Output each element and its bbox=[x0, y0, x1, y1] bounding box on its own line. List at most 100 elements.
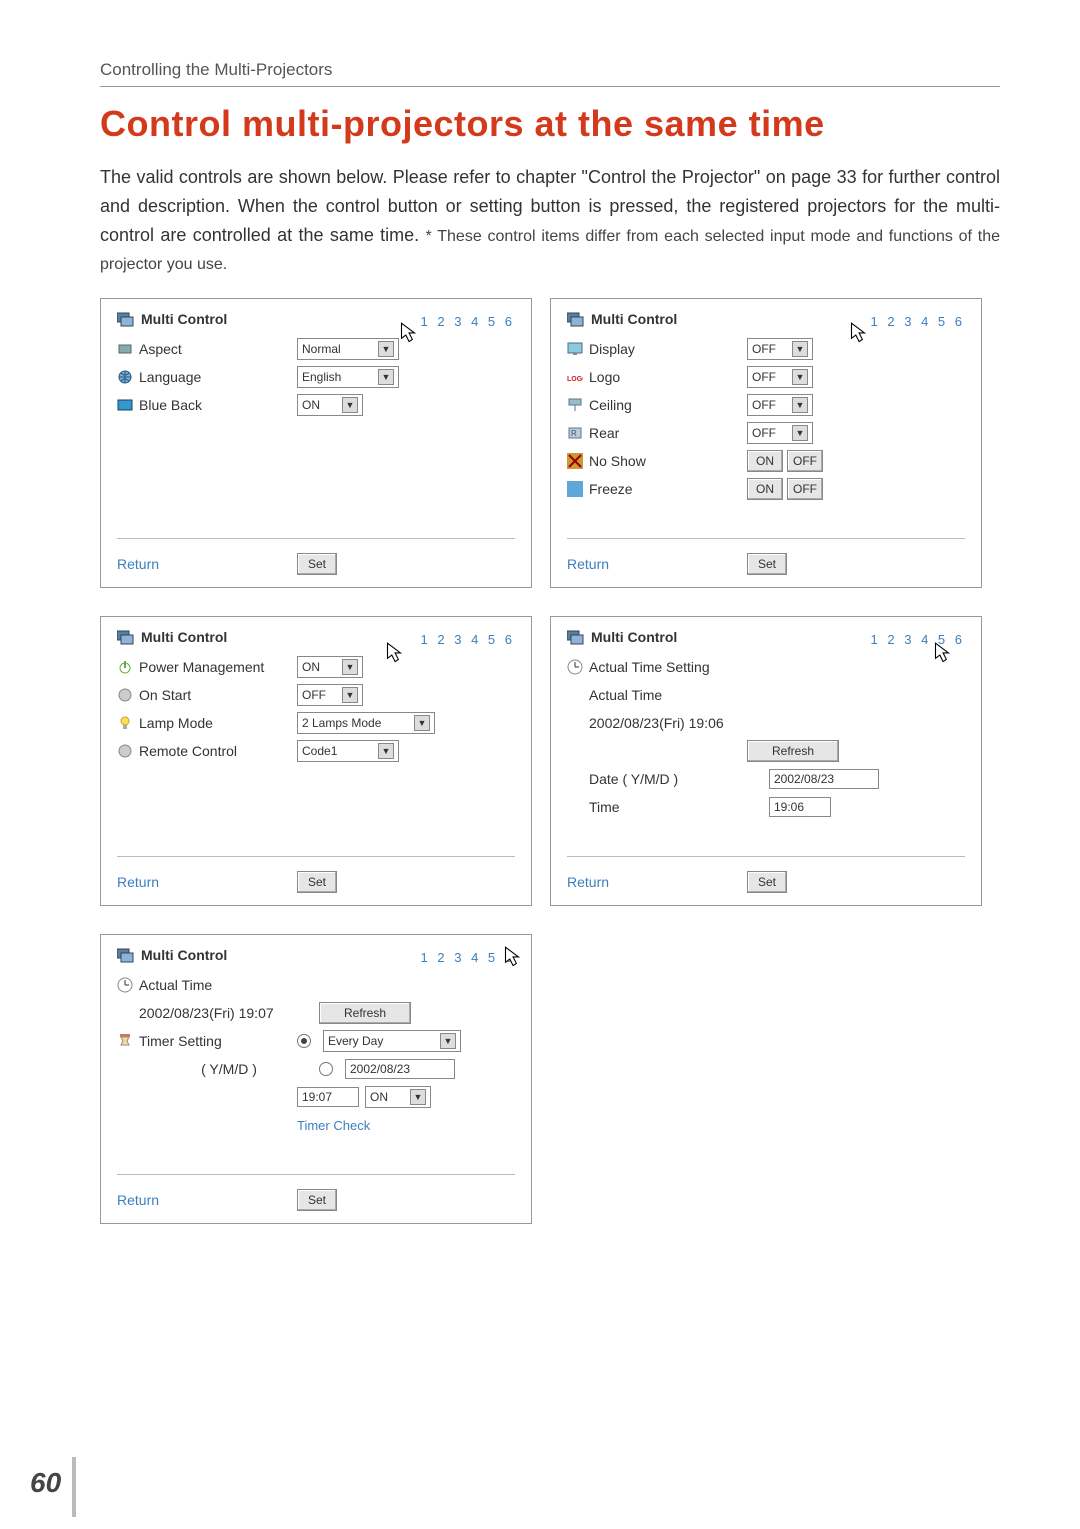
chevron-down-icon: ▼ bbox=[378, 743, 394, 759]
timer-check-link[interactable]: Timer Check bbox=[297, 1118, 370, 1133]
page-title: Control multi-projectors at the same tim… bbox=[100, 103, 1000, 145]
date-input[interactable]: 2002/08/23 bbox=[345, 1059, 455, 1079]
chevron-down-icon: ▼ bbox=[792, 425, 808, 441]
row-select[interactable]: Normal▼ bbox=[297, 338, 399, 360]
set-button[interactable]: Set bbox=[747, 871, 787, 893]
panel-title: Multi Control bbox=[141, 629, 227, 645]
multi-control-icon bbox=[117, 629, 135, 645]
multi-control-icon bbox=[567, 311, 585, 327]
page-numbers[interactable]: 1 2 3 4 5 6 bbox=[871, 314, 965, 329]
off-button[interactable]: OFF bbox=[787, 478, 823, 500]
ymd-label: ( Y/M/D ) bbox=[201, 1061, 257, 1077]
row-icon bbox=[117, 341, 133, 357]
everyday-select[interactable]: Every Day▼ bbox=[323, 1030, 461, 1052]
chevron-down-icon: ▼ bbox=[440, 1033, 456, 1049]
clock-icon bbox=[567, 659, 583, 675]
chevron-down-icon: ▼ bbox=[378, 369, 394, 385]
page-number-bar bbox=[72, 1457, 76, 1517]
page-numbers[interactable]: 1 2 3 4 5 6 bbox=[421, 950, 515, 965]
chevron-down-icon: ▼ bbox=[378, 341, 394, 357]
timer-setting-label: Timer Setting bbox=[139, 1033, 222, 1049]
date-label: Date ( Y/M/D ) bbox=[589, 771, 678, 787]
row-icon: LOGO bbox=[567, 369, 583, 385]
panel-display-logo-ceiling: Multi Control 1 2 3 4 5 6 DisplayOFF▼LOG… bbox=[550, 298, 982, 588]
row-label: Blue Back bbox=[139, 397, 202, 413]
page-number: 60 bbox=[30, 1467, 61, 1499]
panel-actual-time-setting: Multi Control 1 2 3 4 5 6 Actual Time Se… bbox=[550, 616, 982, 906]
radio-everyday[interactable] bbox=[297, 1034, 311, 1048]
row-icon: R bbox=[567, 425, 583, 441]
no-show-icon bbox=[567, 453, 583, 469]
panel-body: Aspect Normal▼ Language English▼ Blue Back ON… bbox=[117, 335, 515, 528]
row-select[interactable]: ON▼ bbox=[297, 656, 363, 678]
return-link[interactable]: Return bbox=[117, 1192, 297, 1208]
clock-icon bbox=[117, 977, 133, 993]
set-button[interactable]: Set bbox=[297, 553, 337, 575]
no-show-label: No Show bbox=[589, 453, 646, 469]
row-icon bbox=[117, 659, 133, 675]
page-numbers[interactable]: 1 2 3 4 5 6 bbox=[871, 632, 965, 647]
page-numbers[interactable]: 1 2 3 4 5 6 bbox=[421, 314, 515, 329]
panel-timer-setting: Multi Control 1 2 3 4 5 6 Actual Time bbox=[100, 934, 532, 1224]
row-icon bbox=[117, 743, 133, 759]
set-button[interactable]: Set bbox=[297, 871, 337, 893]
row-select[interactable]: OFF▼ bbox=[747, 338, 813, 360]
page-numbers[interactable]: 1 2 3 4 5 6 bbox=[421, 632, 515, 647]
return-link[interactable]: Return bbox=[117, 556, 297, 572]
row-select[interactable]: Code1▼ bbox=[297, 740, 399, 762]
actual-time-setting-label: Actual Time Setting bbox=[589, 659, 710, 675]
row-label: Rear bbox=[589, 425, 619, 441]
radio-date[interactable] bbox=[319, 1062, 333, 1076]
row-icon bbox=[117, 687, 133, 703]
clock-value: 2002/08/23(Fri) 19:06 bbox=[589, 715, 724, 731]
row-select[interactable]: OFF▼ bbox=[747, 394, 813, 416]
freeze-toggle[interactable]: ON OFF bbox=[747, 478, 823, 500]
row-label: On Start bbox=[139, 687, 191, 703]
row-icon bbox=[117, 369, 133, 385]
row-icon bbox=[117, 397, 133, 413]
on-button[interactable]: ON bbox=[747, 478, 783, 500]
row-label: Remote Control bbox=[139, 743, 237, 759]
no-show-toggle[interactable]: ON OFF bbox=[747, 450, 823, 472]
svg-text:LOGO: LOGO bbox=[567, 376, 583, 383]
multi-control-icon bbox=[117, 311, 135, 327]
return-link[interactable]: Return bbox=[567, 556, 747, 572]
row-icon bbox=[117, 715, 133, 731]
row-select[interactable]: OFF▼ bbox=[747, 366, 813, 388]
on-button[interactable]: ON bbox=[747, 450, 783, 472]
refresh-button[interactable]: Refresh bbox=[747, 740, 839, 762]
timer-on-select[interactable]: ON▼ bbox=[365, 1086, 431, 1108]
row-label: Language bbox=[139, 369, 201, 385]
row-select[interactable]: 2 Lamps Mode▼ bbox=[297, 712, 435, 734]
time-input[interactable]: 19:07 bbox=[297, 1087, 359, 1107]
date-input[interactable]: 2002/08/23 bbox=[769, 769, 879, 789]
off-button[interactable]: OFF bbox=[787, 450, 823, 472]
refresh-button[interactable]: Refresh bbox=[319, 1002, 411, 1024]
clock-value: 2002/08/23(Fri) 19:07 bbox=[139, 1005, 274, 1021]
chevron-down-icon: ▼ bbox=[410, 1089, 426, 1105]
freeze-label: Freeze bbox=[589, 481, 633, 497]
time-label: Time bbox=[589, 799, 620, 815]
panel-title: Multi Control bbox=[591, 629, 677, 645]
return-link[interactable]: Return bbox=[117, 874, 297, 890]
panel-aspect-lang-blueback: Multi Control 1 2 3 4 5 6 Aspect Normal▼ L… bbox=[100, 298, 532, 588]
row-icon bbox=[567, 341, 583, 357]
row-label: Aspect bbox=[139, 341, 182, 357]
time-input[interactable]: 19:06 bbox=[769, 797, 831, 817]
set-button[interactable]: Set bbox=[747, 553, 787, 575]
breadcrumb: Controlling the Multi-Projectors bbox=[100, 60, 1000, 87]
panel-title: Multi Control bbox=[141, 311, 227, 327]
row-label: Display bbox=[589, 341, 635, 357]
row-select[interactable]: OFF▼ bbox=[747, 422, 813, 444]
multi-control-icon bbox=[117, 947, 135, 963]
panel-title: Multi Control bbox=[141, 947, 227, 963]
row-select[interactable]: English▼ bbox=[297, 366, 399, 388]
row-select[interactable]: ON▼ bbox=[297, 394, 363, 416]
row-select[interactable]: OFF▼ bbox=[297, 684, 363, 706]
row-label: Power Management bbox=[139, 659, 264, 675]
panel-power-lamp-remote: Multi Control 1 2 3 4 5 6 Power Manageme… bbox=[100, 616, 532, 906]
actual-time-label: Actual Time bbox=[589, 687, 662, 703]
set-button[interactable]: Set bbox=[297, 1189, 337, 1211]
row-label: Lamp Mode bbox=[139, 715, 213, 731]
return-link[interactable]: Return bbox=[567, 874, 747, 890]
